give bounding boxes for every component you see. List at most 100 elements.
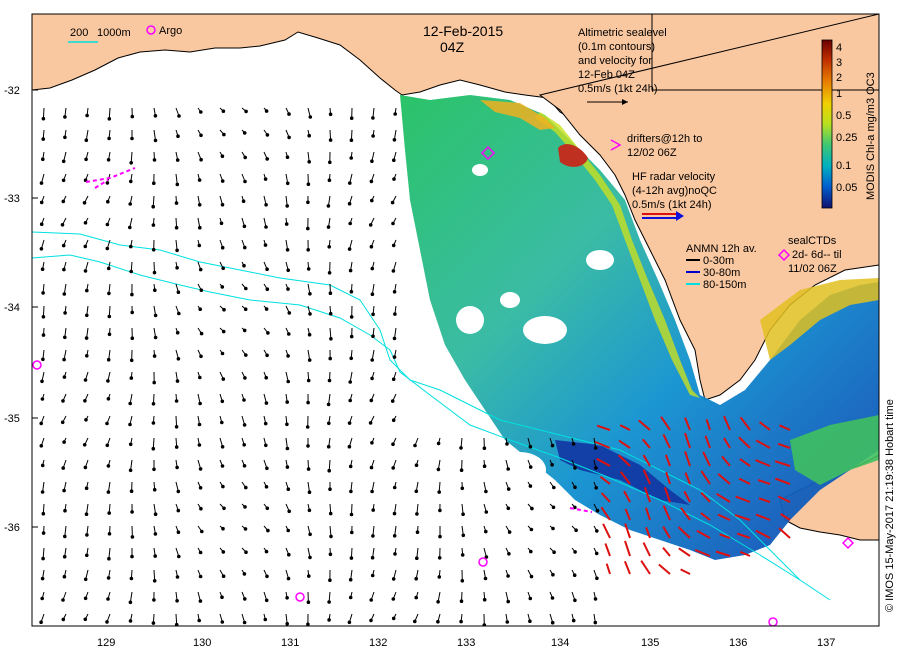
velocity-arrow-head bbox=[221, 574, 226, 579]
velocity-arrow-head bbox=[593, 620, 598, 625]
velocity-arrow-head bbox=[530, 506, 534, 511]
velocity-arrow-head bbox=[264, 401, 269, 405]
hf-radar-arrow bbox=[604, 543, 611, 557]
velocity-arrow-head bbox=[153, 138, 158, 143]
hf-radar-arrow bbox=[758, 421, 771, 431]
velocity-arrow-head bbox=[128, 600, 133, 605]
velocity-arrow-head bbox=[349, 356, 354, 361]
velocity-arrow-head bbox=[40, 463, 45, 468]
velocity-arrow-head bbox=[506, 574, 510, 578]
lon-axis: 129 130 131 132 133 134 135 136 137 bbox=[97, 637, 835, 649]
velocity-arrow-head bbox=[63, 135, 67, 140]
velocity-arrow-head bbox=[415, 512, 419, 516]
velocity-arrow bbox=[108, 107, 111, 119]
velocity-arrow-head bbox=[62, 574, 67, 579]
velocity-arrow-head bbox=[175, 158, 180, 162]
velocity-arrow-head bbox=[41, 511, 46, 516]
velocity-arrow-head bbox=[391, 377, 396, 382]
velocity-arrow-head bbox=[220, 351, 225, 356]
velocity-arrow-head bbox=[199, 110, 203, 114]
velocity-arrow-head bbox=[528, 484, 533, 488]
velocity-arrow-head bbox=[62, 440, 66, 444]
velocity-arrow-head bbox=[308, 292, 312, 296]
hf-radar-arrow bbox=[705, 418, 711, 431]
velocity-arrow-head bbox=[175, 248, 179, 253]
velocity-arrow-head bbox=[438, 534, 442, 539]
velocity-arrow-head bbox=[83, 378, 88, 382]
velocity-arrow-head bbox=[83, 244, 88, 249]
velocity-arrow-head bbox=[219, 221, 224, 226]
velocity-arrow-head bbox=[347, 201, 352, 206]
velocity-arrow-head bbox=[265, 157, 270, 161]
velocity-arrow-head bbox=[198, 574, 203, 579]
velocity-arrow-head bbox=[220, 595, 224, 600]
drifter-legend-icon bbox=[610, 139, 622, 151]
hf-radar-arrow bbox=[684, 417, 691, 431]
velocity-arrow-head bbox=[436, 619, 440, 624]
velocity-arrow-head bbox=[370, 159, 374, 163]
plot-frame bbox=[31, 13, 880, 627]
colorbar-tick: 0.05 bbox=[836, 182, 857, 194]
hf-radar-arrow bbox=[694, 549, 711, 557]
velocity-arrow-head bbox=[221, 526, 225, 531]
velocity-arrow-head bbox=[459, 446, 463, 450]
velocity-arrow-head bbox=[174, 445, 179, 449]
velocity-arrow-head bbox=[107, 332, 112, 337]
velocity-arrow-head bbox=[265, 506, 270, 511]
velocity-arrow-head bbox=[287, 509, 292, 514]
hf-radar-arrow bbox=[739, 458, 751, 467]
velocity-arrow-head bbox=[105, 246, 110, 251]
altimetry-line: (0.1m contours) bbox=[578, 41, 655, 53]
velocity-arrow-head bbox=[175, 575, 180, 579]
velocity-arrow-head bbox=[415, 530, 420, 535]
velocity-arrow-head bbox=[220, 154, 225, 158]
map-date: 12-Feb-2015 bbox=[423, 23, 503, 39]
velocity-arrow-head bbox=[393, 112, 398, 116]
velocity-arrow-head bbox=[105, 181, 110, 185]
hf-radar-arrow bbox=[660, 416, 671, 431]
velocity-arrow-head bbox=[391, 577, 396, 581]
velocity-arrow-head bbox=[308, 312, 312, 316]
anmn-item: 0-30m bbox=[703, 255, 734, 267]
velocity-arrow-head bbox=[328, 552, 333, 557]
velocity-arrow-head bbox=[175, 266, 179, 270]
velocity-arrow-head bbox=[264, 443, 268, 448]
velocity-arrow-head bbox=[550, 596, 555, 600]
velocity-arrow-head bbox=[285, 400, 290, 404]
velocity-arrow-head bbox=[264, 203, 268, 207]
velocity-arrow-head bbox=[327, 468, 332, 473]
sealevel-contours bbox=[32, 231, 831, 601]
hf-radar-arrow bbox=[624, 508, 631, 521]
velocity-arrow-head bbox=[263, 617, 268, 622]
velocity-arrow-head bbox=[220, 202, 225, 207]
velocity-arrow-head bbox=[506, 467, 511, 471]
velocity-arrow-head bbox=[306, 622, 310, 626]
velocity-arrow-head bbox=[61, 399, 65, 403]
velocity-arrow-head bbox=[264, 598, 269, 603]
velocity-arrow-head bbox=[263, 421, 268, 426]
hf-radar-arrow bbox=[642, 542, 651, 557]
velocity-arrow-head bbox=[84, 336, 89, 340]
velocity-arrow-head bbox=[413, 619, 417, 624]
velocity-arrow-head bbox=[286, 268, 291, 273]
colorbar-tick: 3 bbox=[836, 57, 842, 69]
drifters-line: 12/02 06Z bbox=[627, 147, 677, 159]
velocity-arrow-head bbox=[392, 534, 397, 538]
velocity-arrow-head bbox=[175, 599, 179, 603]
velocity-arrow-head bbox=[199, 157, 203, 162]
velocity-arrow-head bbox=[61, 598, 65, 602]
velocity-arrow-head bbox=[368, 223, 373, 227]
colorbar-gradient bbox=[821, 39, 833, 209]
cloud-gap bbox=[494, 452, 546, 488]
velocity-arrow-head bbox=[595, 576, 599, 581]
velocity-arrow-head bbox=[328, 311, 333, 316]
velocity-arrow-head bbox=[151, 223, 156, 227]
hf-radar-arrow bbox=[716, 492, 731, 503]
hf-radar-line: HF radar velocity bbox=[632, 171, 716, 183]
velocity-arrow-head bbox=[550, 620, 555, 625]
velocity-arrow-head bbox=[328, 138, 333, 142]
velocity-arrow-head bbox=[85, 533, 89, 537]
hf-radar-arrow bbox=[774, 460, 791, 467]
lon-tick-label: 137 bbox=[817, 637, 835, 649]
hf-radar-arrow bbox=[645, 526, 651, 539]
